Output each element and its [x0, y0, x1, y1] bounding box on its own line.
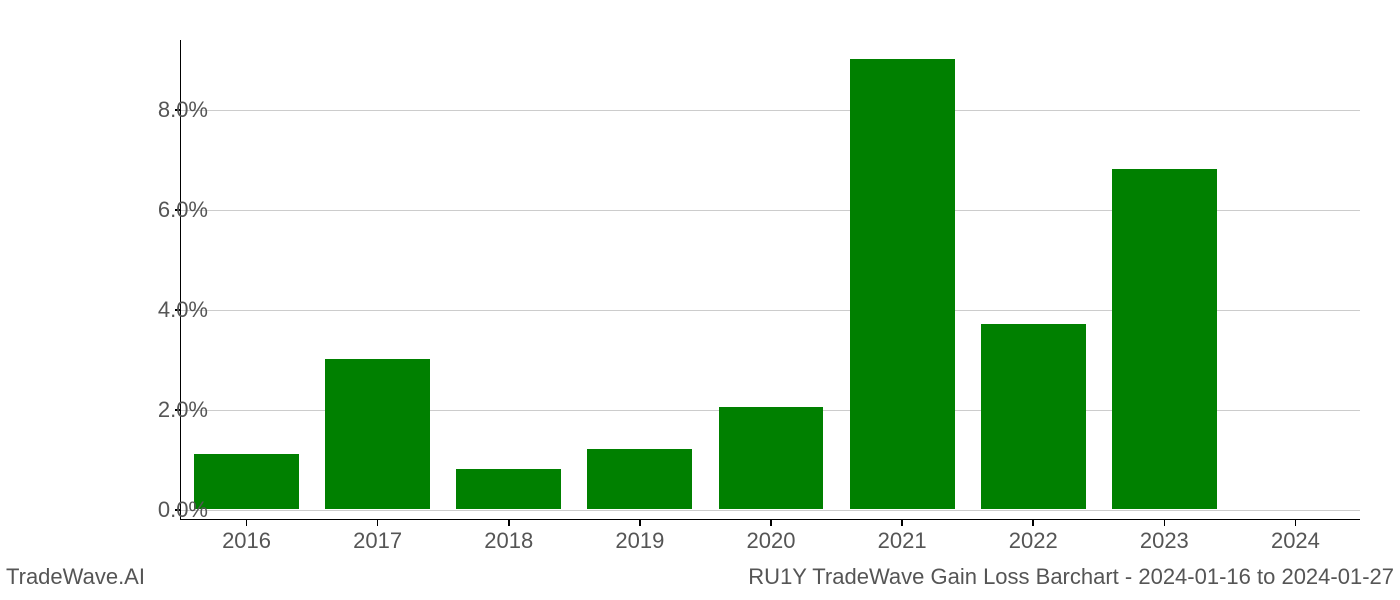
x-tick-label: 2016	[222, 528, 271, 554]
gridline	[181, 110, 1360, 111]
x-tick-mark	[639, 520, 641, 526]
x-tick-label: 2018	[484, 528, 533, 554]
y-tick-label: 8.0%	[158, 97, 208, 123]
x-tick-label: 2017	[353, 528, 402, 554]
x-tick-mark	[508, 520, 510, 526]
x-tick-label: 2022	[1009, 528, 1058, 554]
x-tick-mark	[246, 520, 248, 526]
bar	[325, 359, 430, 509]
x-tick-label: 2019	[615, 528, 664, 554]
x-tick-mark	[1164, 520, 1166, 526]
footer-left-text: TradeWave.AI	[6, 564, 145, 590]
bar	[719, 407, 824, 510]
y-tick-label: 6.0%	[158, 197, 208, 223]
y-tick-label: 4.0%	[158, 297, 208, 323]
x-tick-label: 2023	[1140, 528, 1189, 554]
x-tick-label: 2024	[1271, 528, 1320, 554]
bar	[850, 59, 955, 509]
y-tick-label: 0.0%	[158, 497, 208, 523]
x-tick-mark	[1295, 520, 1297, 526]
bar	[981, 324, 1086, 509]
x-tick-label: 2021	[878, 528, 927, 554]
bar	[456, 469, 561, 509]
plot-area: 201620172018201920202021202220232024	[180, 40, 1360, 520]
y-tick-label: 2.0%	[158, 397, 208, 423]
gridline	[181, 510, 1360, 511]
chart-container: 201620172018201920202021202220232024	[180, 40, 1360, 520]
footer-right-text: RU1Y TradeWave Gain Loss Barchart - 2024…	[748, 564, 1394, 590]
bar	[194, 454, 299, 509]
bar	[1112, 169, 1217, 509]
x-tick-mark	[377, 520, 379, 526]
x-tick-mark	[901, 520, 903, 526]
x-tick-mark	[770, 520, 772, 526]
x-tick-label: 2020	[747, 528, 796, 554]
bar	[587, 449, 692, 509]
x-tick-mark	[1032, 520, 1034, 526]
